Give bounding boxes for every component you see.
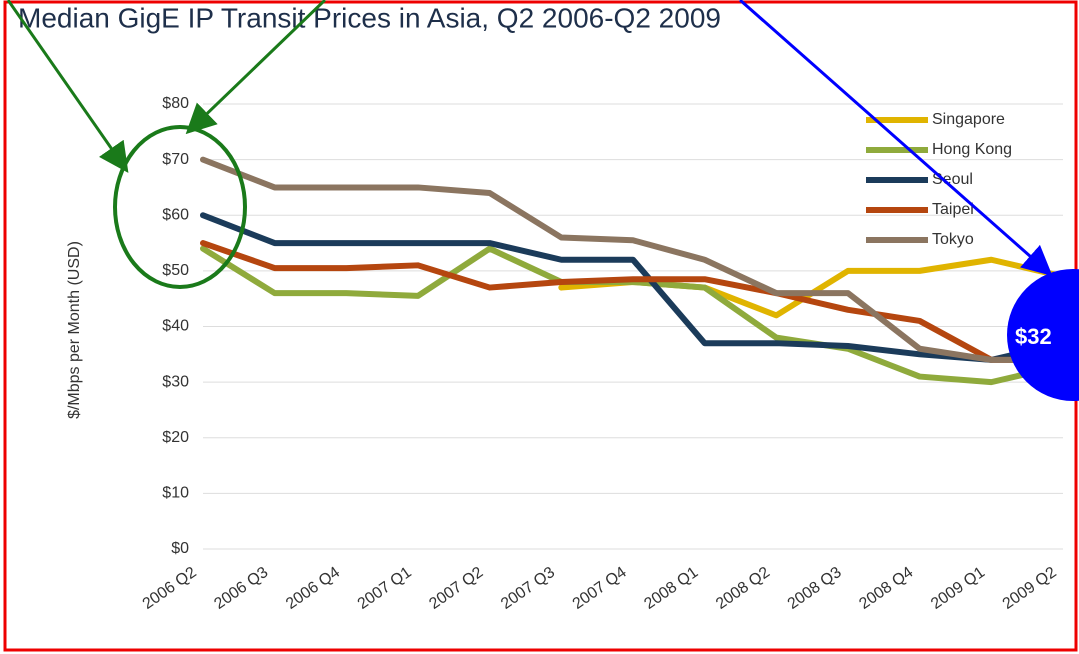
arrow bbox=[185, 0, 327, 135]
x-tick-label: 2008 Q3 bbox=[785, 564, 845, 613]
series-line bbox=[200, 212, 1066, 363]
x-tick-label: 2008 Q1 bbox=[641, 564, 701, 613]
legend-label: Singapore bbox=[932, 111, 1005, 128]
legend-label: Taipei bbox=[932, 201, 974, 218]
x-tick-label: 2007 Q3 bbox=[498, 564, 558, 613]
y-tick-label: $80 bbox=[162, 95, 189, 112]
y-tick-label: $50 bbox=[162, 262, 189, 279]
x-tick-label: 2007 Q1 bbox=[355, 564, 415, 613]
arrow bbox=[6, 0, 129, 173]
x-tick-label: 2008 Q4 bbox=[856, 564, 916, 613]
y-tick-label: $20 bbox=[162, 429, 189, 446]
chart-title: Median GigE IP Transit Prices in Asia, Q… bbox=[18, 2, 721, 33]
series-line bbox=[200, 156, 1066, 363]
y-axis-label: $/Mbps per Month (USD) bbox=[66, 241, 83, 419]
x-tick-label: 2006 Q3 bbox=[211, 564, 271, 613]
legend-label: Seoul bbox=[932, 171, 973, 188]
annotation-text: $32 bbox=[1015, 324, 1052, 349]
x-tick-label: 2007 Q4 bbox=[570, 564, 630, 613]
x-tick-label: 2009 Q2 bbox=[1000, 564, 1060, 613]
highlight-ellipse bbox=[113, 125, 247, 289]
x-tick-label: 2008 Q2 bbox=[713, 564, 773, 613]
y-tick-label: $0 bbox=[171, 540, 189, 557]
series-line bbox=[200, 240, 1066, 363]
x-tick-label: 2006 Q2 bbox=[140, 564, 200, 613]
x-tick-label: 2006 Q4 bbox=[283, 564, 343, 613]
y-tick-label: $30 bbox=[162, 373, 189, 390]
annotation-circle bbox=[1007, 269, 1079, 401]
plot-area: $0 $10 $20 $30 $40 $50 $60 $70 $80 2006 Q2 2006 Q3… bbox=[140, 95, 1066, 613]
y-tick-label: $10 bbox=[162, 485, 189, 502]
arrow bbox=[739, 0, 1053, 276]
x-tick-label: 2009 Q1 bbox=[928, 564, 988, 613]
legend-label: Hong Kong bbox=[932, 141, 1012, 158]
y-tick-label: $40 bbox=[162, 318, 189, 335]
x-tick-label: 2007 Q2 bbox=[426, 564, 486, 613]
y-tick-label: $70 bbox=[162, 151, 189, 168]
y-tick-label: $60 bbox=[162, 206, 189, 223]
legend-label: Tokyo bbox=[932, 231, 974, 248]
